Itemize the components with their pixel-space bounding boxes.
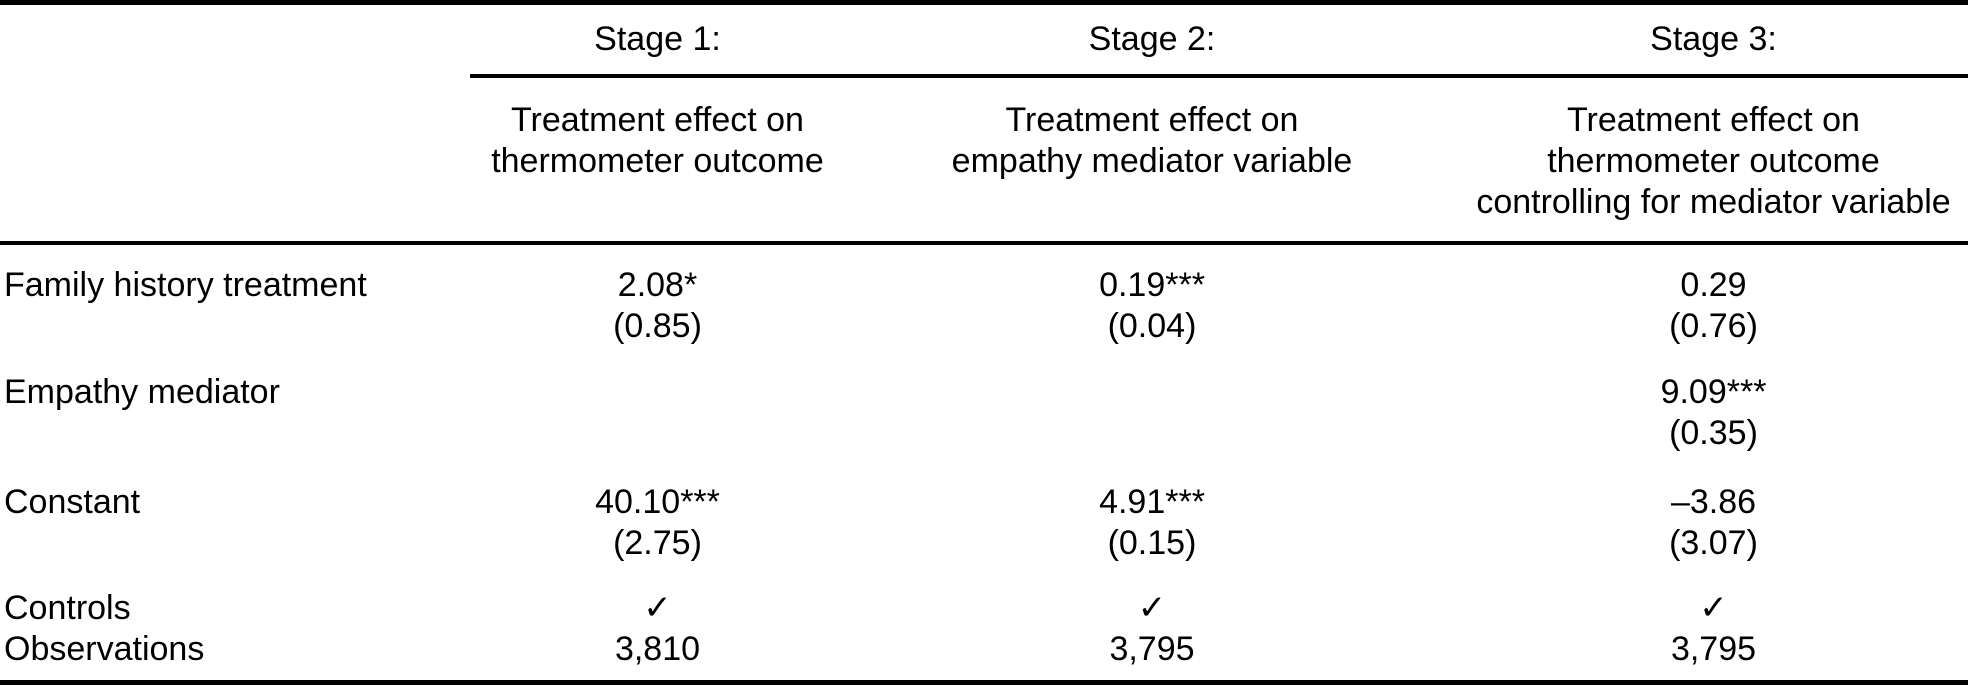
observations-value: 3,795 bbox=[1670, 630, 1757, 668]
row-label: Observations bbox=[4, 630, 205, 668]
stage-2-description-line-1: Treatment effect on bbox=[1005, 101, 1299, 139]
estimate-value: 2.08* bbox=[617, 266, 698, 304]
table-row: Empathy mediator 9.09*** (0.35) bbox=[0, 347, 1968, 454]
coefficient-cell bbox=[845, 347, 1459, 454]
coefficient-cell: –3.86 (3.07) bbox=[1459, 454, 1968, 564]
estimate-value: 4.91*** bbox=[1099, 483, 1205, 521]
std-error-value: (0.76) bbox=[1669, 307, 1758, 345]
row-label: Family history treatment bbox=[4, 266, 367, 304]
coefficient-cell: 0.29 (0.76) bbox=[1459, 243, 1968, 347]
stage-3-description-line-2: thermometer outcome bbox=[1547, 142, 1880, 180]
estimate-value: 0.29 bbox=[1680, 266, 1747, 304]
stage-1-header: Stage 1: bbox=[470, 2, 845, 78]
stage-header-row: Stage 1: Stage 2: Stage 3: bbox=[0, 2, 1968, 78]
std-error-value: (2.75) bbox=[613, 524, 702, 562]
coefficient-cell: 0.19*** (0.04) bbox=[845, 243, 1459, 347]
stage-3-description-line-3: controlling for mediator variable bbox=[1476, 183, 1951, 221]
table-row: Constant 40.10*** (2.75) 4.91*** (0.15) … bbox=[0, 454, 1968, 564]
stage-header-spacer bbox=[0, 3, 470, 77]
coefficient-cell bbox=[470, 347, 845, 454]
stage-1-description-line-2: thermometer outcome bbox=[491, 142, 824, 180]
coefficient-cell: 9.09*** (0.35) bbox=[1459, 347, 1968, 454]
controls-checkmark: ✓ bbox=[1137, 589, 1167, 627]
row-label: Controls bbox=[4, 589, 131, 627]
stage-1-description: Treatment effect on thermometer outcome bbox=[470, 76, 845, 245]
estimate-value: –3.86 bbox=[1670, 483, 1757, 521]
stage-2-header: Stage 2: bbox=[845, 2, 1459, 78]
row-label: Constant bbox=[4, 483, 141, 521]
stage-2-description-line-2: empathy mediator variable bbox=[951, 142, 1353, 180]
stage-2-description: Treatment effect on empathy mediator var… bbox=[845, 76, 1459, 245]
estimate-value: 9.09*** bbox=[1660, 373, 1767, 411]
row-label: Empathy mediator bbox=[4, 373, 280, 411]
column-description-row: Treatment effect on thermometer outcome … bbox=[0, 76, 1968, 245]
std-error-value: (0.85) bbox=[613, 307, 702, 345]
std-error-value: (0.15) bbox=[1107, 524, 1197, 562]
table-row: Controls ✓ ✓ ✓ bbox=[0, 564, 1968, 629]
stage-3-header: Stage 3: bbox=[1459, 2, 1968, 78]
stage-3-description: Treatment effect on thermometer outcome … bbox=[1459, 76, 1968, 245]
std-error-value: (3.07) bbox=[1669, 524, 1758, 562]
stage-3-description-line-1: Treatment effect on bbox=[1567, 101, 1860, 139]
coefficient-cell: 2.08* (0.85) bbox=[470, 243, 845, 347]
description-spacer bbox=[0, 76, 470, 245]
coefficient-cell: 40.10*** (2.75) bbox=[470, 454, 845, 564]
std-error-value: (0.35) bbox=[1669, 414, 1758, 452]
table-row: Family history treatment 2.08* (0.85) 0.… bbox=[0, 243, 1968, 347]
observations-value: 3,810 bbox=[614, 630, 701, 668]
coefficient-cell: 4.91*** (0.15) bbox=[845, 454, 1459, 564]
observations-value: 3,795 bbox=[1109, 630, 1195, 668]
controls-checkmark: ✓ bbox=[1699, 589, 1728, 627]
estimate-value: 40.10*** bbox=[595, 483, 720, 521]
stage-1-description-line-1: Treatment effect on bbox=[511, 101, 804, 139]
controls-checkmark: ✓ bbox=[643, 589, 672, 627]
estimate-value: 0.19*** bbox=[1099, 266, 1205, 304]
std-error-value: (0.04) bbox=[1107, 307, 1197, 345]
table-row: Observations 3,810 3,795 3,795 bbox=[0, 629, 1968, 683]
